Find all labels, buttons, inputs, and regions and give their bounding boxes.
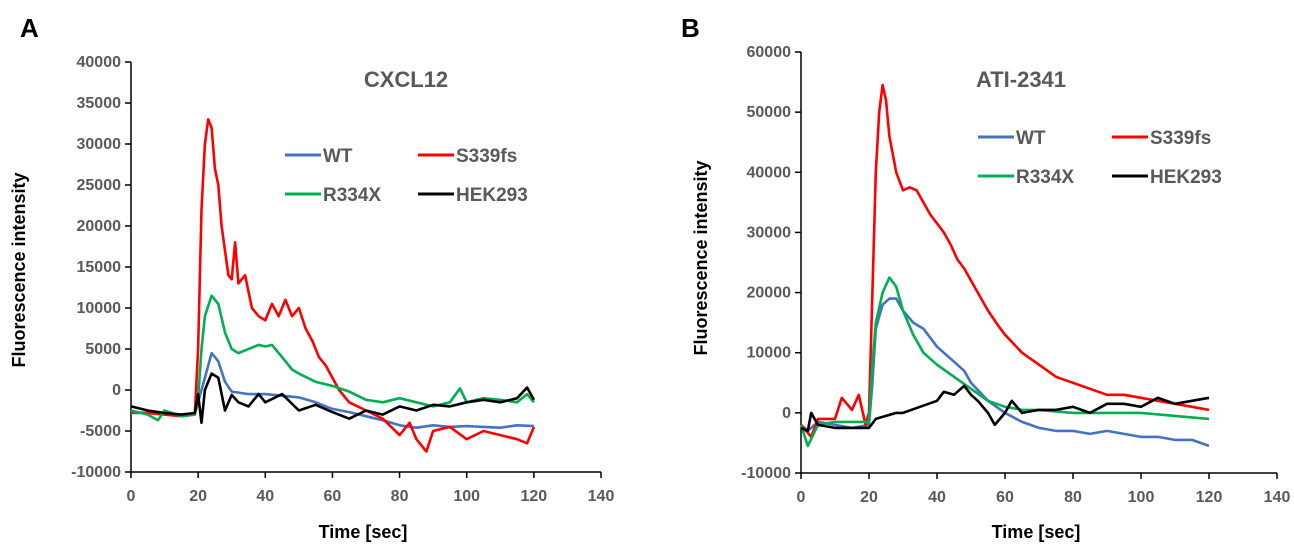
y-tick-label: 40000 xyxy=(77,54,122,71)
legend-label: S339fs xyxy=(1150,128,1211,149)
y-tick-label: 20000 xyxy=(747,285,792,302)
x-tick-label: 60 xyxy=(324,488,342,505)
y-axis-title: Fluorescence intensity xyxy=(691,160,711,355)
y-tick-label: -10000 xyxy=(741,465,791,482)
series-line-wt xyxy=(131,351,534,429)
legend-label: WT xyxy=(1016,128,1046,149)
chart-title: CXCL12 xyxy=(364,67,448,92)
y-tick-label: 10000 xyxy=(747,345,792,362)
panel-b: B -10000 0 10000 20000 30000 40000 50000 60000 0 2… xyxy=(681,13,1290,542)
x-tick-label: 120 xyxy=(1196,489,1223,506)
y-tick-label: 5000 xyxy=(85,341,121,358)
x-tick-label: 20 xyxy=(860,489,878,506)
y-axis-title: Fluorescence intensity xyxy=(9,172,29,367)
legend-label: WT xyxy=(323,146,353,167)
series-line-hek293 xyxy=(130,372,536,425)
series-line-s339fs xyxy=(130,118,536,453)
x-tick-label: 80 xyxy=(391,488,409,505)
series-line-wt xyxy=(800,297,1210,448)
y-tick-label: 0 xyxy=(112,382,121,399)
x-tick-label: 100 xyxy=(1128,489,1155,506)
y-tick-label: 50000 xyxy=(747,104,792,121)
y-tick-label: 60000 xyxy=(747,44,792,61)
y-tick-label: 25000 xyxy=(77,177,122,194)
legend-label: R334X xyxy=(323,185,381,206)
y-tick-label: -5000 xyxy=(80,423,121,440)
x-axis-title: Time [sec] xyxy=(319,522,408,542)
series-line-r334x xyxy=(799,276,1210,448)
x-tick-label: 0 xyxy=(127,488,136,505)
x-tick-label: 140 xyxy=(588,488,615,505)
y-tick-label: -10000 xyxy=(71,464,121,481)
x-tick-label: 80 xyxy=(1064,489,1082,506)
x-tick-label: 140 xyxy=(1264,489,1291,506)
y-tick-label: 40000 xyxy=(747,164,792,181)
y-tick-label: 0 xyxy=(782,405,791,422)
legend-label: S339fs xyxy=(456,146,517,167)
y-tick-label: 30000 xyxy=(77,136,122,153)
y-tick-label: 10000 xyxy=(77,300,122,317)
x-tick-label: 40 xyxy=(928,489,946,506)
x-tick-label: 100 xyxy=(453,488,480,505)
x-tick-label: 0 xyxy=(797,489,806,506)
y-tick-label: 30000 xyxy=(747,224,792,241)
legend-label: HEK293 xyxy=(1150,167,1222,188)
series-line-hek293 xyxy=(800,384,1210,433)
y-tick-label: 35000 xyxy=(77,95,122,112)
panel-label: A xyxy=(20,13,39,43)
x-axis-title: Time [sec] xyxy=(992,522,1081,542)
panel-label: B xyxy=(681,13,700,43)
legend-label: R334X xyxy=(1016,167,1074,188)
x-tick-label: 20 xyxy=(189,488,207,505)
panel-a: A -10000 -5000 0 5000 10000 15000 20000 25000 300… xyxy=(9,13,614,542)
x-tick-label: 120 xyxy=(521,488,548,505)
x-tick-label: 40 xyxy=(256,488,274,505)
legend-label: HEK293 xyxy=(456,185,528,206)
chart-title: ATI-2341 xyxy=(976,67,1066,92)
y-tick-label: 20000 xyxy=(77,218,122,235)
y-tick-label: 15000 xyxy=(77,259,122,276)
x-tick-label: 60 xyxy=(996,489,1014,506)
